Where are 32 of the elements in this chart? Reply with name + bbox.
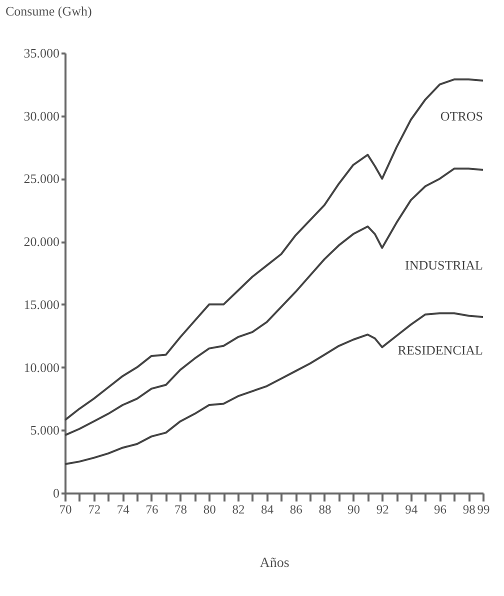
- x-tick-label: 98: [462, 502, 476, 516]
- series-label: INDUSTRIAL: [405, 258, 484, 273]
- y-tick-label: 20.000: [24, 234, 60, 250]
- y-tick-label: 0: [53, 486, 60, 500]
- x-tick-label: 84: [261, 502, 274, 516]
- x-tick-label: 80: [203, 502, 216, 516]
- x-tick-label: 82: [232, 502, 245, 516]
- line-series: [64, 312, 484, 466]
- x-tick-label: 96: [434, 502, 447, 516]
- x-tick-label: 99: [477, 502, 490, 516]
- y-tick-label: 10.000: [24, 360, 60, 375]
- series-label: RESIDENCIAL: [398, 342, 484, 358]
- x-tick-label: 86: [290, 502, 302, 516]
- x-tick-label: 90: [348, 502, 360, 516]
- x-axis-title: Años: [260, 556, 290, 571]
- y-tick-label: 15.000: [24, 296, 60, 312]
- x-tick-label: 74: [116, 502, 130, 516]
- y-tick-label: 35.000: [24, 46, 60, 60]
- series-label: OTROS: [440, 108, 483, 124]
- x-tick-label: 72: [88, 502, 101, 516]
- x-tick-label: 94: [405, 502, 418, 516]
- y-tick-label: 30.000: [24, 108, 60, 124]
- line-series: [64, 168, 484, 436]
- x-tick-label: 92: [376, 502, 389, 516]
- y-axis-title: Consume (Gwh): [6, 4, 92, 18]
- x-tick-label: 76: [146, 502, 158, 516]
- x-tick-label: 88: [318, 502, 332, 516]
- y-tick-label: 5.000: [30, 422, 60, 438]
- x-tick-label: 70: [59, 502, 72, 516]
- y-tick-label: 25.000: [24, 171, 60, 186]
- line-series: [64, 78, 484, 422]
- x-tick-label: 78: [174, 502, 188, 516]
